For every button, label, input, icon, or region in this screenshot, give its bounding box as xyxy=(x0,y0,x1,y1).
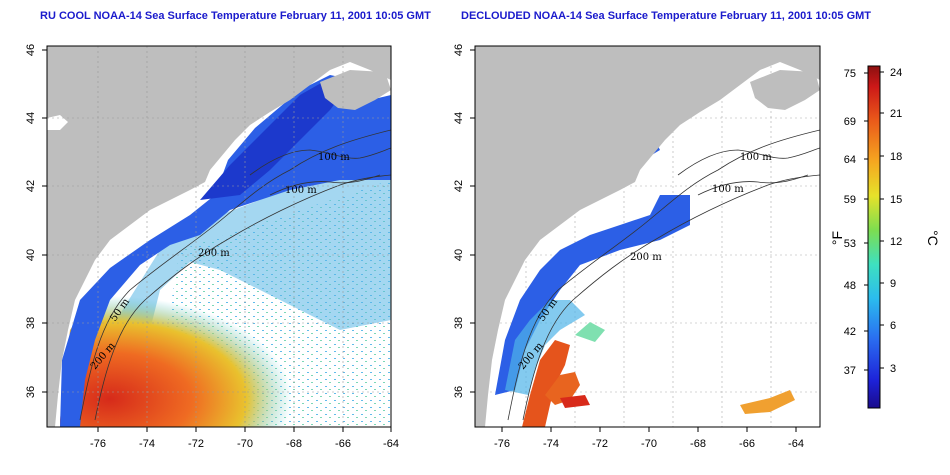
colorbar-c-tick: 9 xyxy=(890,278,896,290)
colorbar-f-tick: 53 xyxy=(844,238,856,250)
lat-tick-label: 46 xyxy=(453,44,465,56)
lon-tick-label: -70 xyxy=(237,438,253,450)
lon-tick-label: -76 xyxy=(90,438,106,450)
lat-tick-label: 42 xyxy=(453,180,465,192)
lon-tick-label: -64 xyxy=(788,438,804,450)
sst-warm-patch-east xyxy=(740,390,795,414)
lat-tick-label: 40 xyxy=(25,249,37,261)
lat-tick-label: 44 xyxy=(453,112,465,124)
contour-label-100m-a-right: 100 m xyxy=(740,152,772,163)
colorbar-c-tick: 24 xyxy=(890,67,902,79)
left-lat-axis xyxy=(42,49,47,393)
lat-tick-label: 36 xyxy=(453,386,465,398)
lat-tick-label: 44 xyxy=(25,112,37,124)
colorbar-c-tick: 12 xyxy=(890,236,902,248)
colorbar-c-tick: 18 xyxy=(890,151,902,163)
lon-tick-label: -72 xyxy=(188,438,204,450)
cold-shelf-water xyxy=(60,75,391,427)
sst-warm-gulf-stream xyxy=(522,340,570,427)
land-mass-right xyxy=(475,46,820,427)
land-mass xyxy=(47,46,391,427)
lon-tick-label: -70 xyxy=(641,438,657,450)
colorbar-f-tick: 37 xyxy=(844,365,856,377)
lat-tick-label: 46 xyxy=(25,44,37,56)
lon-tick-label: -66 xyxy=(739,438,755,450)
colorbar-c-tick: 21 xyxy=(890,108,902,120)
sst-mid-shelf xyxy=(505,300,585,395)
right-map-panel: 100 m 100 m 200 m 50 m 200 m xyxy=(475,46,820,427)
colorbar-c-tick: 15 xyxy=(890,194,902,206)
contour-label-200m-a-right: 200 m xyxy=(630,252,662,263)
colorbar-unit-c: °C xyxy=(925,230,941,246)
colorbar-f-tick: 75 xyxy=(844,68,856,80)
right-lon-axis xyxy=(501,427,797,432)
lon-tick-label: -68 xyxy=(690,438,706,450)
graticule xyxy=(47,46,391,427)
lon-tick-label: -74 xyxy=(543,438,559,450)
lat-tick-label: 40 xyxy=(453,249,465,261)
cold-gulf-of-maine xyxy=(200,78,345,200)
colorbar-c-tick: 3 xyxy=(890,363,896,375)
bathymetry-contours xyxy=(79,129,391,421)
left-map-title: RU COOL NOAA-14 Sea Surface Temperature … xyxy=(40,10,431,22)
right-lat-axis xyxy=(470,49,475,393)
lake-detail xyxy=(47,115,68,130)
warm-gulf-stream xyxy=(60,240,391,427)
sst-patchy-region xyxy=(110,165,391,330)
colorbar xyxy=(867,65,881,409)
sst-warm-patch-south xyxy=(560,395,590,408)
sst-patch xyxy=(575,322,605,342)
colorbar-f-tick: 48 xyxy=(844,280,856,292)
right-map-frame xyxy=(474,45,821,428)
lat-tick-label: 38 xyxy=(25,317,37,329)
bathymetry-contours-right xyxy=(507,129,820,421)
lon-tick-label: -64 xyxy=(383,438,399,450)
contour-label-100m-a: 100 m xyxy=(318,152,350,163)
lat-tick-label: 36 xyxy=(25,386,37,398)
right-map-title: DECLOUDED NOAA-14 Sea Surface Temperatur… xyxy=(461,10,872,22)
colorbar-f-tick: 69 xyxy=(844,116,856,128)
colorbar-unit-f: °F xyxy=(829,231,845,245)
contour-label-200m-a: 200 m xyxy=(198,248,230,259)
lat-tick-label: 42 xyxy=(25,180,37,192)
lat-tick-label: 38 xyxy=(453,317,465,329)
contour-label-100m-b: 100 m xyxy=(285,185,317,196)
nova-scotia-land xyxy=(320,70,391,110)
nova-scotia-land-right xyxy=(750,70,820,110)
colorbar-f-tick: 59 xyxy=(844,194,856,206)
lon-tick-label: -68 xyxy=(286,438,302,450)
left-map-frame xyxy=(46,45,392,428)
contour-label-100m-b-right: 100 m xyxy=(712,184,744,195)
lon-tick-label: -66 xyxy=(335,438,351,450)
colorbar-c-tick: 6 xyxy=(890,320,896,332)
colorbar-f-tick: 42 xyxy=(844,326,856,338)
lon-tick-label: -74 xyxy=(139,438,155,450)
colorbar-ticks xyxy=(864,71,884,371)
left-map-panel: 100 m 100 m 200 m 50 m 200 m xyxy=(47,46,391,427)
lon-tick-label: -76 xyxy=(494,438,510,450)
left-lon-axis xyxy=(97,427,392,432)
colorbar-f-tick: 64 xyxy=(844,154,856,166)
lon-tick-label: -72 xyxy=(592,438,608,450)
